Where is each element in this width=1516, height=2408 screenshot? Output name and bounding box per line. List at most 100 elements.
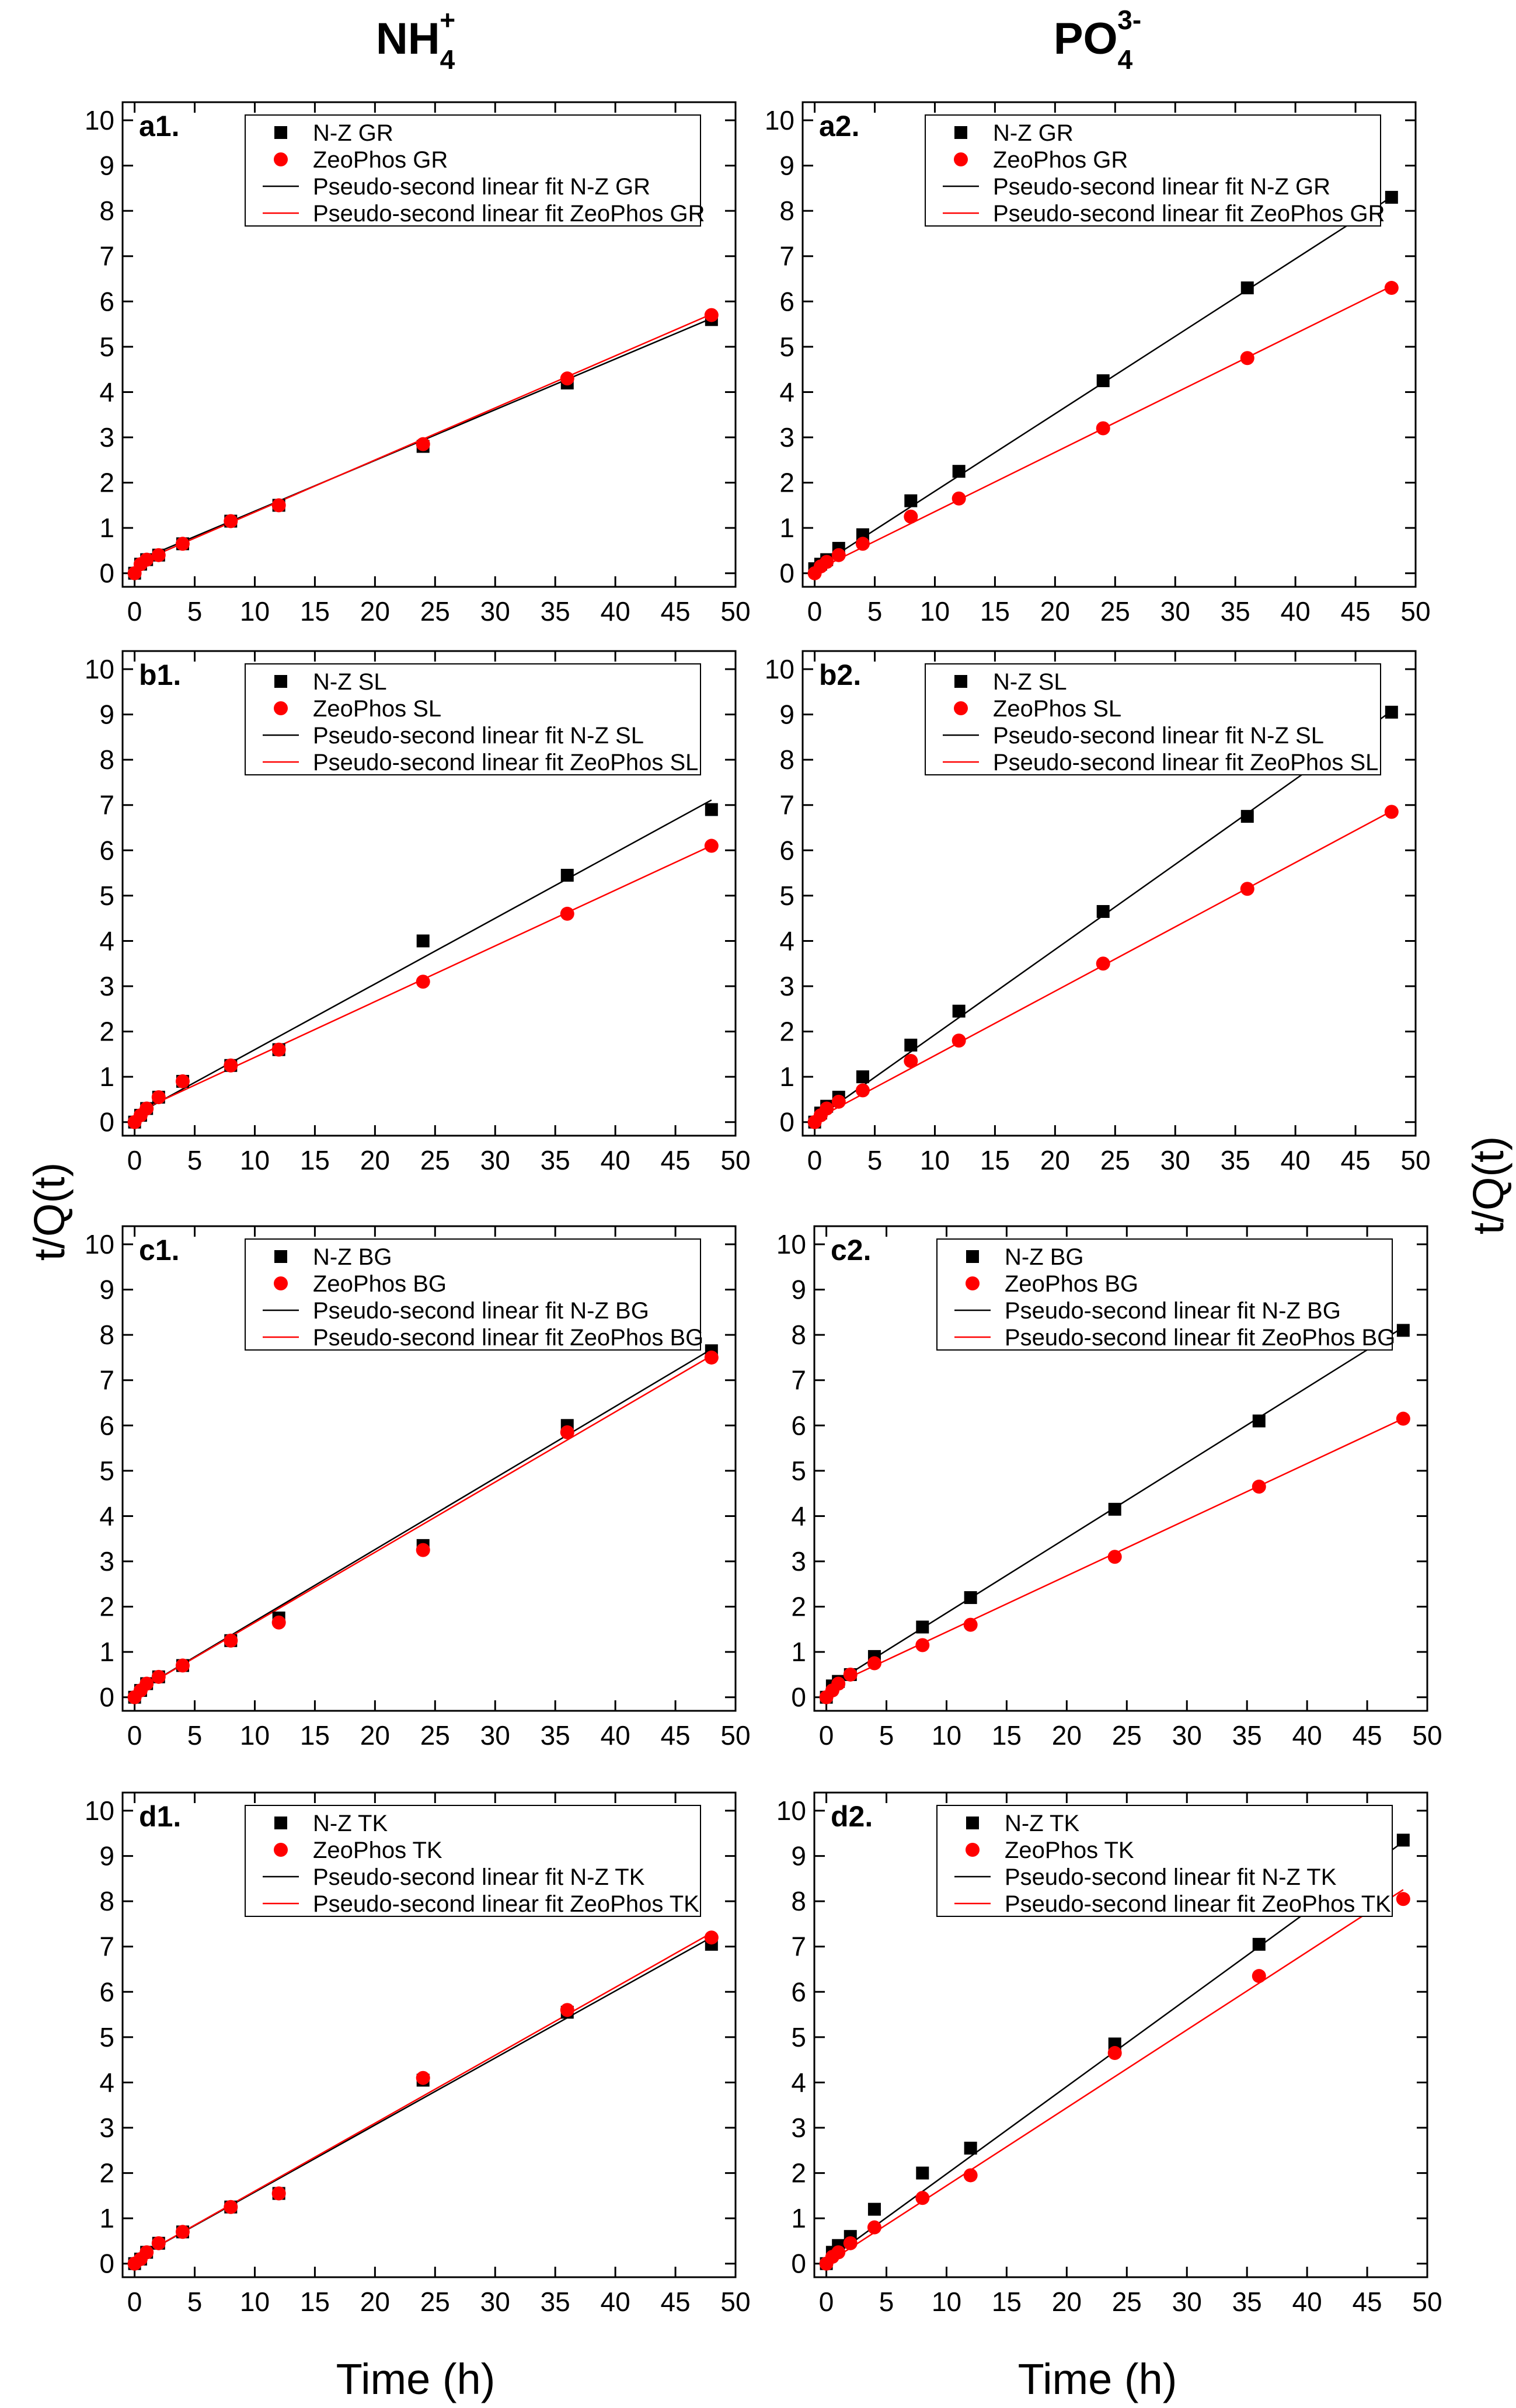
legend-marker-nz — [274, 126, 287, 139]
y-tick-label: 3 — [99, 2113, 114, 2143]
fit-line-nz — [134, 799, 712, 1116]
x-tick-label: 10 — [932, 1720, 961, 1751]
data-point-zeophos — [1252, 1480, 1266, 1494]
plot-frame — [813, 1791, 1428, 2278]
x-tick-label: 15 — [300, 1720, 330, 1751]
y-tick-label: 0 — [779, 1107, 794, 1137]
y-tick-label: 5 — [779, 881, 794, 911]
y-tick-label: 0 — [791, 2249, 806, 2279]
data-point-zeophos — [1396, 1411, 1410, 1426]
data-point-zeophos — [831, 548, 846, 562]
x-tick-label: 50 — [720, 2287, 750, 2317]
data-point-zeophos — [140, 2245, 154, 2260]
x-tick-label: 0 — [807, 1145, 823, 1175]
x-tick-label: 5 — [187, 1145, 203, 1175]
panel-label: a1. — [139, 110, 180, 142]
legend-marker-zeophos — [274, 1276, 288, 1290]
legend-label: Pseudo-second linear fit ZeoPhos BG — [313, 1325, 703, 1351]
data-point-nz — [904, 494, 918, 507]
y-tick-label: 10 — [85, 105, 114, 135]
data-point-zeophos — [151, 548, 166, 562]
legend-box — [245, 1805, 701, 1917]
data-point-zeophos — [1252, 1969, 1266, 1984]
legend-marker-nz — [274, 1250, 287, 1263]
legend-marker-zeophos — [274, 1843, 288, 1857]
data-point-zeophos — [271, 498, 286, 513]
x-tick-label: 5 — [867, 596, 883, 627]
x-tick-label: 15 — [992, 2287, 1022, 2317]
legend-marker-zeophos — [966, 1843, 980, 1857]
x-tick-label: 30 — [480, 596, 510, 627]
x-tick-label: 50 — [1400, 1145, 1430, 1175]
x-tick-label: 45 — [660, 596, 690, 627]
legend-label: N-Z GR — [313, 120, 393, 146]
y-tick-label: 2 — [99, 2158, 114, 2188]
x-tick-label: 15 — [980, 596, 1010, 627]
x-tick-label: 30 — [1172, 1720, 1202, 1751]
x-tick-label: 25 — [1112, 1720, 1142, 1751]
x-tick-label: 15 — [980, 1145, 1010, 1175]
legend-label: Pseudo-second linear fit ZeoPhos TK — [313, 1891, 699, 1917]
y-tick-label: 9 — [779, 151, 794, 181]
data-point-nz — [1252, 1937, 1266, 1951]
legend-marker-nz — [966, 1817, 979, 1829]
y-tick-label: 4 — [779, 377, 794, 407]
data-point-nz — [560, 868, 574, 882]
x-tick-label: 0 — [807, 596, 823, 627]
y-tick-label: 1 — [791, 2203, 806, 2233]
y-tick-label: 3 — [791, 1546, 806, 1577]
legend-label: ZeoPhos GR — [993, 147, 1128, 173]
data-point-zeophos — [175, 537, 190, 551]
legend-marker-nz — [954, 675, 967, 688]
y-tick-label: 10 — [765, 654, 794, 684]
x-tick-label: 5 — [879, 1720, 894, 1751]
y-tick-label: 7 — [791, 1932, 806, 1962]
y-tick-label: 7 — [99, 790, 114, 820]
x-tick-label: 0 — [819, 1720, 834, 1751]
legend-label: Pseudo-second linear fit ZeoPhos GR — [313, 201, 705, 227]
y-tick-label: 7 — [99, 1932, 114, 1962]
data-point-nz — [964, 2141, 977, 2155]
x-tick-label: 35 — [1221, 596, 1250, 627]
x-tick-label: 0 — [127, 2287, 142, 2317]
panel-label: d2. — [831, 1800, 873, 1833]
data-point-zeophos — [560, 2003, 574, 2017]
y-axis-title-right: t/Q(t) — [1464, 1136, 1512, 1235]
x-tick-label: 35 — [1232, 2287, 1262, 2317]
data-point-zeophos — [271, 1042, 286, 1057]
data-point-zeophos — [140, 552, 154, 567]
data-point-nz — [916, 2166, 929, 2180]
y-tick-label: 6 — [99, 1410, 114, 1440]
plot-frame — [121, 1225, 737, 1712]
x-tick-label: 35 — [1221, 1145, 1250, 1175]
x-tick-label: 40 — [1281, 1145, 1311, 1175]
x-tick-label: 20 — [1052, 2287, 1082, 2317]
data-point-nz — [1240, 810, 1254, 823]
data-point-zeophos — [140, 1676, 154, 1691]
y-tick-label: 4 — [791, 1501, 806, 1531]
legend-box — [936, 1238, 1393, 1351]
data-point-zeophos — [904, 1054, 918, 1069]
x-tick-label: 45 — [1340, 1145, 1370, 1175]
y-tick-label: 0 — [791, 1682, 806, 1713]
y-tick-label: 3 — [99, 971, 114, 1001]
data-point-zeophos — [1384, 281, 1399, 295]
data-point-zeophos — [416, 975, 430, 989]
legend-box — [245, 663, 701, 775]
data-point-nz — [1252, 1414, 1266, 1428]
legend-label: Pseudo-second linear fit N-Z BG — [1005, 1298, 1341, 1324]
data-point-zeophos — [704, 1930, 719, 1945]
data-point-nz — [1385, 190, 1398, 204]
plot-frame — [121, 101, 737, 588]
y-tick-label: 9 — [99, 151, 114, 181]
x-tick-label: 45 — [660, 2287, 690, 2317]
legend-box — [245, 114, 701, 227]
y-tick-label: 2 — [779, 1017, 794, 1047]
